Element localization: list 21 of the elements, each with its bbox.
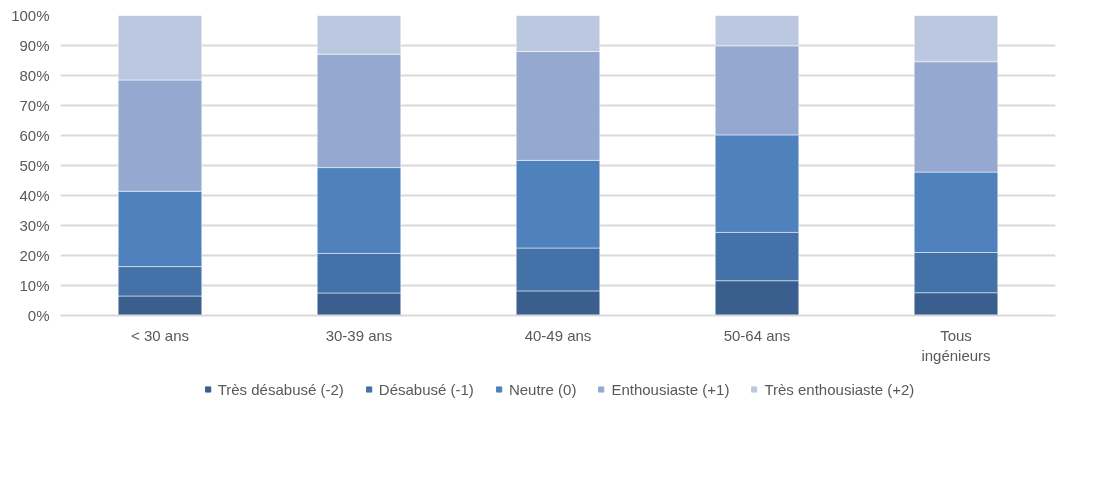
legend-label: Neutre (0) [508,380,577,397]
y-tick-label: 30% [19,217,50,234]
legend-label: Très désabusé (-2) [217,380,344,397]
y-tick-label: 10% [19,277,50,294]
y-tick-label: 90% [19,37,50,54]
y-tick-label: 20% [19,247,50,264]
y-tick-label: 0% [27,307,50,324]
y-tick-label: 100% [11,7,50,24]
legend-label: Enthousiaste (+1) [611,380,730,397]
x-tick-label: Tous ingénieurs [921,326,991,364]
legend-label: Désabusé (-1) [378,380,474,397]
x-tick-label: 40-49 ans [524,326,592,344]
x-tick-label: 30-39 ans [325,326,393,344]
y-tick-label: 50% [19,157,50,174]
x-tick-label: 50-64 ans [723,326,791,344]
y-tick-label: 70% [19,97,50,114]
y-tick-label: 40% [19,187,50,204]
y-tick-label: 80% [19,67,50,84]
x-tick-label: < 30 ans [131,326,189,344]
legend-label: Très enthousiaste (+2) [764,380,915,397]
y-tick-label: 60% [19,127,50,144]
